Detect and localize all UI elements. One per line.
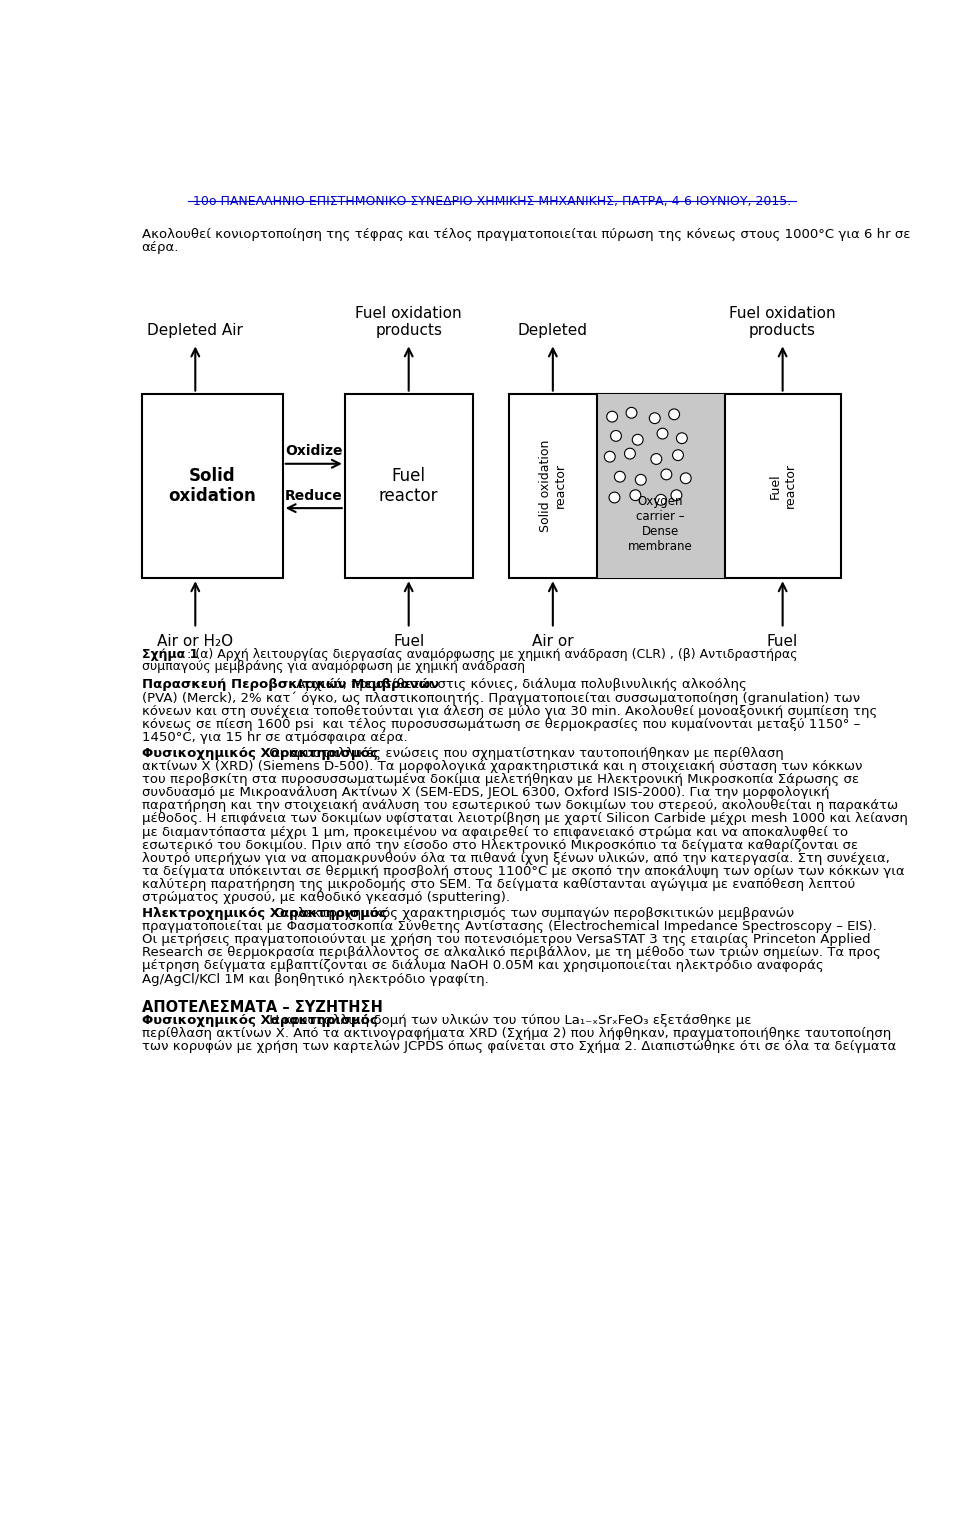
Circle shape — [630, 489, 641, 500]
Text: Fuel
reactor: Fuel reactor — [379, 467, 439, 506]
Circle shape — [669, 409, 680, 420]
Text: Οι μετρήσεις πραγματοποιούνται με χρήση του ποτενσιόμετρου VersaSTAT 3 της εταιρ: Οι μετρήσεις πραγματοποιούνται με χρήση … — [142, 933, 871, 947]
Circle shape — [681, 473, 691, 483]
Text: Oxidize: Oxidize — [285, 444, 343, 459]
Circle shape — [611, 430, 621, 441]
Text: ΑΠΟΤΕΛΕΣΜΑΤΑ – ΣΥΖΗΤΗΣΗ: ΑΠΟΤΕΛΕΣΜΑΤΑ – ΣΥΖΗΤΗΣΗ — [142, 1000, 383, 1015]
Bar — [345, 394, 472, 579]
Circle shape — [609, 492, 620, 503]
Text: εσωτερικό του δοκιμίου. Πριν από την είσοδο στο Ηλεκτρονικό Μικροσκόπιο τα δείγμ: εσωτερικό του δοκιμίου. Πριν από την είσ… — [142, 839, 858, 851]
Text: Fuel oxidation
products: Fuel oxidation products — [730, 306, 836, 338]
Text: Σχήμα 1: Σχήμα 1 — [142, 647, 198, 661]
Text: παρατήρηση και την στοιχειακή ανάλυση του εσωτερικού των δοκιμίων του στερεού, α: παρατήρηση και την στοιχειακή ανάλυση το… — [142, 800, 898, 812]
Text: Air or H₂O: Air or H₂O — [157, 633, 233, 648]
Circle shape — [671, 489, 682, 500]
Text: Depleted: Depleted — [517, 323, 588, 338]
Circle shape — [633, 435, 643, 445]
Circle shape — [625, 448, 636, 459]
Text: τα δείγματα υπόκεινται σε θερμική προσβολή στους 1100°C με σκοπό την αποκάλυψη τ: τα δείγματα υπόκεινται σε θερμική προσβο… — [142, 865, 904, 877]
Circle shape — [660, 470, 672, 480]
Text: Fuel: Fuel — [393, 633, 424, 648]
Circle shape — [607, 411, 617, 423]
Text: : (α) Αρχή λειτουργίας διεργασίας αναμόρφωσης με χημική ανάδραση (CLR) , (β) Αντ: : (α) Αρχή λειτουργίας διεργασίας αναμόρ… — [186, 647, 797, 661]
Text: 10o ΠΑΝΕΛΛΗΝΙΟ ΕΠΙΣΤΗΜΟΝΙΚΟ ΣΥΝΕΔΡΙΟ ΧΗΜΙΚΗΣ ΜΗΧΑΝΙΚΗΣ, ΠΑΤΡΑ, 4-6 ΙΟΥΝΙΟΥ, 2015: 10o ΠΑΝΕΛΛΗΝΙΟ ΕΠΙΣΤΗΜΟΝΙΚΟ ΣΥΝΕΔΡΙΟ ΧΗΜ… — [193, 195, 791, 208]
Circle shape — [677, 433, 687, 444]
Text: κόνεως σε πίεση 1600 psi  και τέλος πυροσυσσωμάτωση σε θερμοκρασίες που κυμαίνον: κόνεως σε πίεση 1600 psi και τέλος πυροσ… — [142, 718, 860, 730]
Circle shape — [656, 494, 666, 504]
Text: ακτίνων Χ (XRD) (Siemens D-500). Τα μορφολογικά χαρακτηριστικά και η στοιχειακή : ακτίνων Χ (XRD) (Siemens D-500). Τα μορφ… — [142, 761, 862, 773]
Text: Reduce: Reduce — [285, 489, 343, 503]
Circle shape — [673, 450, 684, 461]
Text: Solid oxidation
reactor: Solid oxidation reactor — [539, 439, 566, 532]
Bar — [509, 394, 841, 579]
Text: Fuel
reactor: Fuel reactor — [769, 464, 797, 509]
Text: του περοβσκίτη στα πυροσυσσωματωμένα δοκίμια μελετήθηκαν με Ηλεκτρονική Μικροσκο: του περοβσκίτη στα πυροσυσσωματωμένα δοκ… — [142, 773, 859, 786]
Text: με διαμαντόπαστα μέχρι 1 μm, προκειμένου να αφαιρεθεί το επιφανειακό στρώμα και : με διαμαντόπαστα μέχρι 1 μm, προκειμένου… — [142, 826, 848, 838]
Text: περίθλαση ακτίνων Χ. Από τα ακτινογραφήματα XRD (Σχήμα 2) που λήφθηκαν, πραγματο: περίθλαση ακτίνων Χ. Από τα ακτινογραφήμ… — [142, 1027, 891, 1041]
Circle shape — [649, 412, 660, 424]
Text: συνδυασμό με Μικροανάλυση Ακτίνων Χ (SEM-EDS, JEOL 6300, Oxford ISIS-2000). Για : συνδυασμό με Μικροανάλυση Ακτίνων Χ (SEM… — [142, 786, 829, 800]
Text: Air or: Air or — [532, 633, 574, 648]
Text: Παρασκευή Περοβσκιτικών Μεμβρανών: Παρασκευή Περοβσκιτικών Μεμβρανών — [142, 679, 439, 691]
Text: 1450°C, για 15 hr σε ατμόσφαιρα αέρα.: 1450°C, για 15 hr σε ατμόσφαιρα αέρα. — [142, 730, 407, 744]
Text: Depleted Air: Depleted Air — [148, 323, 243, 338]
Text: Ag/AgCl/KCl 1M και βοηθητικό ηλεκτρόδιο γραφίτη.: Ag/AgCl/KCl 1M και βοηθητικό ηλεκτρόδιο … — [142, 973, 489, 986]
Text: Η κρυσταλλική δομή των υλικών του τύπου La₁₋ₓSrₓFeO₃ εξετάσθηκε με: Η κρυσταλλική δομή των υλικών του τύπου … — [265, 1014, 752, 1027]
Text: Ο ηλεκτροχημικός χαρακτηρισμός των συμπαγών περοβσκιτικών μεμβρανών: Ο ηλεκτροχημικός χαρακτηρισμός των συμπα… — [270, 907, 794, 920]
Text: πραγματοποιείται με Φασματοσκοπία Σύνθετης Αντίστασης (Electrochemical Impedance: πραγματοποιείται με Φασματοσκοπία Σύνθετ… — [142, 920, 876, 933]
Text: των κορυφών με χρήση των καρτελών JCPDS όπως φαίνεται στο Σχήμα 2. Διαπιστώθηκε : των κορυφών με χρήση των καρτελών JCPDS … — [142, 1041, 896, 1053]
Circle shape — [636, 474, 646, 485]
Text: μέτρηση δείγματα εμβαπτίζονται σε διάλυμα NaOH 0.05M και χρησιμοποιείται ηλεκτρό: μέτρηση δείγματα εμβαπτίζονται σε διάλυμ… — [142, 959, 824, 973]
Circle shape — [605, 451, 615, 462]
Text: κόνεων και στη συνέχεια τοποθετούνται για άλεση σε μύλο για 30 min. Ακολουθεί μο: κόνεων και στη συνέχεια τοποθετούνται γι… — [142, 704, 877, 718]
Text: (PVA) (Merck), 2% κατ΄ όγκο, ως πλαστικοποιητής. Πραγματοποιείται συσσωματοποίησ: (PVA) (Merck), 2% κατ΄ όγκο, ως πλαστικο… — [142, 691, 860, 704]
Circle shape — [651, 453, 661, 465]
Circle shape — [657, 429, 668, 439]
Text: Φυσικοχημικός Χαρακτηρισμός: Φυσικοχημικός Χαρακτηρισμός — [142, 747, 377, 761]
Text: Οι κρυσταλλικές ενώσεις που σχηματίστηκαν ταυτοποιήθηκαν με περίθλαση: Οι κρυσταλλικές ενώσεις που σχηματίστηκα… — [265, 747, 783, 761]
Text: Αρχικά, προστίθεται στις κόνιες, διάλυμα πολυβινυλικής αλκοόλης: Αρχικά, προστίθεται στις κόνιες, διάλυμα… — [293, 679, 747, 691]
Text: στρώματος χρυσού, με καθοδικό γκεασμό (sputtering).: στρώματος χρυσού, με καθοδικό γκεασμό (s… — [142, 891, 510, 904]
Text: αέρα.: αέρα. — [142, 241, 180, 255]
Text: Fuel oxidation
products: Fuel oxidation products — [355, 306, 462, 338]
Text: Fuel: Fuel — [767, 633, 799, 648]
Circle shape — [626, 408, 636, 418]
Text: Research σε θερμοκρασία περιβάλλοντος σε αλκαλικό περιβάλλον, με τη μέθοδο των τ: Research σε θερμοκρασία περιβάλλοντος σε… — [142, 947, 880, 959]
Text: μέθοδος. Η επιφάνεια των δοκιμίων υφίσταται λειοτρίβηση με χαρτί Silicon Carbide: μέθοδος. Η επιφάνεια των δοκιμίων υφίστα… — [142, 812, 907, 826]
Bar — [596, 394, 725, 579]
Bar — [142, 394, 283, 579]
Text: λουτρό υπερήχων για να απομακρυνθούν όλα τα πιθανά ίχνη ξένων υλικών, από την κα: λουτρό υπερήχων για να απομακρυνθούν όλα… — [142, 851, 890, 865]
Text: Φυσικοχημικός Χαρακτηρισμός: Φυσικοχημικός Χαρακτηρισμός — [142, 1014, 377, 1027]
Text: συμπαγούς μεμβράνης για αναμόρφωση με χημική ανάδραση: συμπαγούς μεμβράνης για αναμόρφωση με χη… — [142, 661, 525, 673]
Circle shape — [614, 471, 625, 482]
Text: Solid
oxidation: Solid oxidation — [168, 467, 256, 506]
Text: Ηλεκτροχημικός Χαρακτηρισμός: Ηλεκτροχημικός Χαρακτηρισμός — [142, 907, 387, 920]
Text: καλύτερη παρατήρηση της μικροδομής στο SEM. Τα δείγματα καθίστανται αγώγιμα με ε: καλύτερη παρατήρηση της μικροδομής στο S… — [142, 877, 855, 891]
Text: Ακολουθεί κονιορτοποίηση της τέφρας και τέλος πραγματοποιείται πύρωση της κόνεως: Ακολουθεί κονιορτοποίηση της τέφρας και … — [142, 227, 910, 241]
Text: Oxygen
carrier –
Dense
membrane: Oxygen carrier – Dense membrane — [628, 495, 693, 553]
